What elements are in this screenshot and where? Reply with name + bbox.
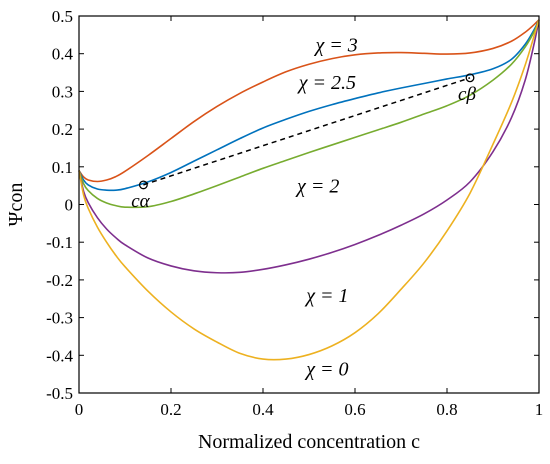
point-marker-c_alpha <box>138 180 148 190</box>
point-marker-c_beta <box>465 73 475 83</box>
y-tick-label: 0.2 <box>52 120 73 139</box>
series-line-0 <box>78 19 540 183</box>
curve-annotation-4: χ = 0 <box>304 358 348 380</box>
y-tick-label: 0.1 <box>52 158 73 177</box>
y-tick-label: 0 <box>65 196 74 215</box>
y-tick-label: -0.3 <box>46 309 73 328</box>
series-line-2 <box>78 19 540 209</box>
curve-annotation-0: χ = 3 <box>313 34 357 56</box>
ticks-layer: 0 0.2 0.4 0.6 0.8 1 -0.5 -0.4 -0.3 -0.2 -0.1 0 0.1 0.… <box>46 7 543 419</box>
x-tick-label: 0 <box>75 400 84 419</box>
series-line-3 <box>78 19 540 274</box>
tangent-layer <box>143 77 471 186</box>
common-tangent-line <box>143 77 471 186</box>
points-layer: cα cβ <box>131 73 476 212</box>
curve-annotation-2: χ = 2 <box>295 176 339 198</box>
point-label-c_alpha: cα <box>131 191 150 212</box>
curve-annotation-3: χ = 1 <box>304 285 348 307</box>
x-tick-label: 0.2 <box>160 400 181 419</box>
x-tick-label: 1 <box>535 400 544 419</box>
annotations-layer: χ = 3 χ = 2.5 χ = 2 χ = 1 χ = 0 <box>295 34 358 380</box>
curve-annotation-1: χ = 2.5 <box>297 72 356 94</box>
y-tick-label: 0.5 <box>52 7 73 26</box>
x-tick-label: 0.6 <box>344 400 365 419</box>
y-axis-title: Ψcon <box>5 183 27 227</box>
series-line-1 <box>78 19 540 192</box>
x-tick-label: 0.8 <box>436 400 457 419</box>
y-tick-label: -0.1 <box>46 233 73 252</box>
curves-layer <box>78 19 540 361</box>
x-tick-label: 0.4 <box>252 400 274 419</box>
series-line-4 <box>78 19 540 361</box>
y-tick-label: 0.3 <box>52 82 73 101</box>
y-tick-label: -0.5 <box>46 384 73 403</box>
y-tick-label: -0.2 <box>46 271 73 290</box>
x-axis-title: Normalized concentration c <box>198 431 420 453</box>
y-tick-label: 0.4 <box>52 45 74 64</box>
point-label-c_beta: cβ <box>458 84 476 105</box>
y-tick-label: -0.4 <box>46 346 73 365</box>
